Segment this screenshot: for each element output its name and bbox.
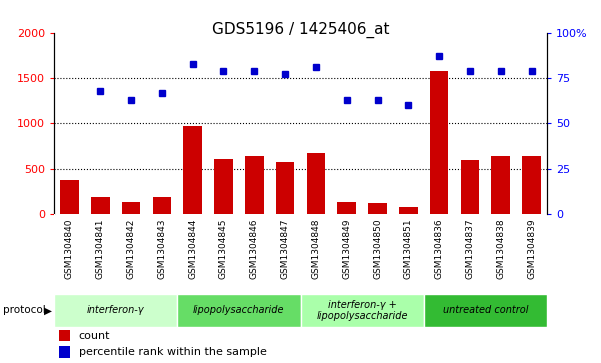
Text: interferon-γ: interferon-γ xyxy=(87,305,144,315)
Bar xyxy=(430,71,448,214)
Text: GSM1304848: GSM1304848 xyxy=(311,218,320,279)
Text: GSM1304846: GSM1304846 xyxy=(250,218,259,279)
Bar xyxy=(368,203,387,214)
Text: GSM1304845: GSM1304845 xyxy=(219,218,228,279)
Bar xyxy=(276,163,294,214)
Text: GSM1304836: GSM1304836 xyxy=(435,218,444,279)
Bar xyxy=(214,159,233,214)
Bar xyxy=(60,180,79,214)
Bar xyxy=(492,156,510,214)
Bar xyxy=(91,197,109,214)
Bar xyxy=(245,156,263,214)
Bar xyxy=(153,197,171,214)
Text: GSM1304850: GSM1304850 xyxy=(373,218,382,279)
Bar xyxy=(177,294,300,327)
Text: percentile rank within the sample: percentile rank within the sample xyxy=(79,347,267,357)
Bar xyxy=(54,294,177,327)
Bar xyxy=(399,207,418,214)
Text: GSM1304837: GSM1304837 xyxy=(465,218,474,279)
Text: GSM1304839: GSM1304839 xyxy=(527,218,536,279)
Bar xyxy=(183,126,202,214)
Text: GSM1304838: GSM1304838 xyxy=(496,218,505,279)
Text: GSM1304843: GSM1304843 xyxy=(157,218,166,279)
Bar xyxy=(424,294,547,327)
Text: interferon-γ +
lipopolysaccharide: interferon-γ + lipopolysaccharide xyxy=(316,299,408,321)
Text: GDS5196 / 1425406_at: GDS5196 / 1425406_at xyxy=(212,22,389,38)
Text: count: count xyxy=(79,331,110,341)
Text: GSM1304842: GSM1304842 xyxy=(127,218,136,278)
Text: GSM1304841: GSM1304841 xyxy=(96,218,105,279)
Text: ▶: ▶ xyxy=(44,305,52,315)
Text: GSM1304840: GSM1304840 xyxy=(65,218,74,279)
Bar xyxy=(522,156,541,214)
Text: protocol: protocol xyxy=(3,305,46,315)
Bar xyxy=(59,346,70,358)
Bar xyxy=(122,203,140,214)
Bar xyxy=(338,203,356,214)
Text: GSM1304851: GSM1304851 xyxy=(404,218,413,279)
Text: GSM1304844: GSM1304844 xyxy=(188,218,197,278)
Bar xyxy=(307,153,325,214)
Text: lipopolysaccharide: lipopolysaccharide xyxy=(193,305,285,315)
Text: GSM1304847: GSM1304847 xyxy=(281,218,290,279)
Text: untreated control: untreated control xyxy=(442,305,528,315)
Text: GSM1304849: GSM1304849 xyxy=(342,218,351,279)
Bar xyxy=(460,160,479,214)
Bar xyxy=(300,294,424,327)
Bar xyxy=(59,330,70,341)
